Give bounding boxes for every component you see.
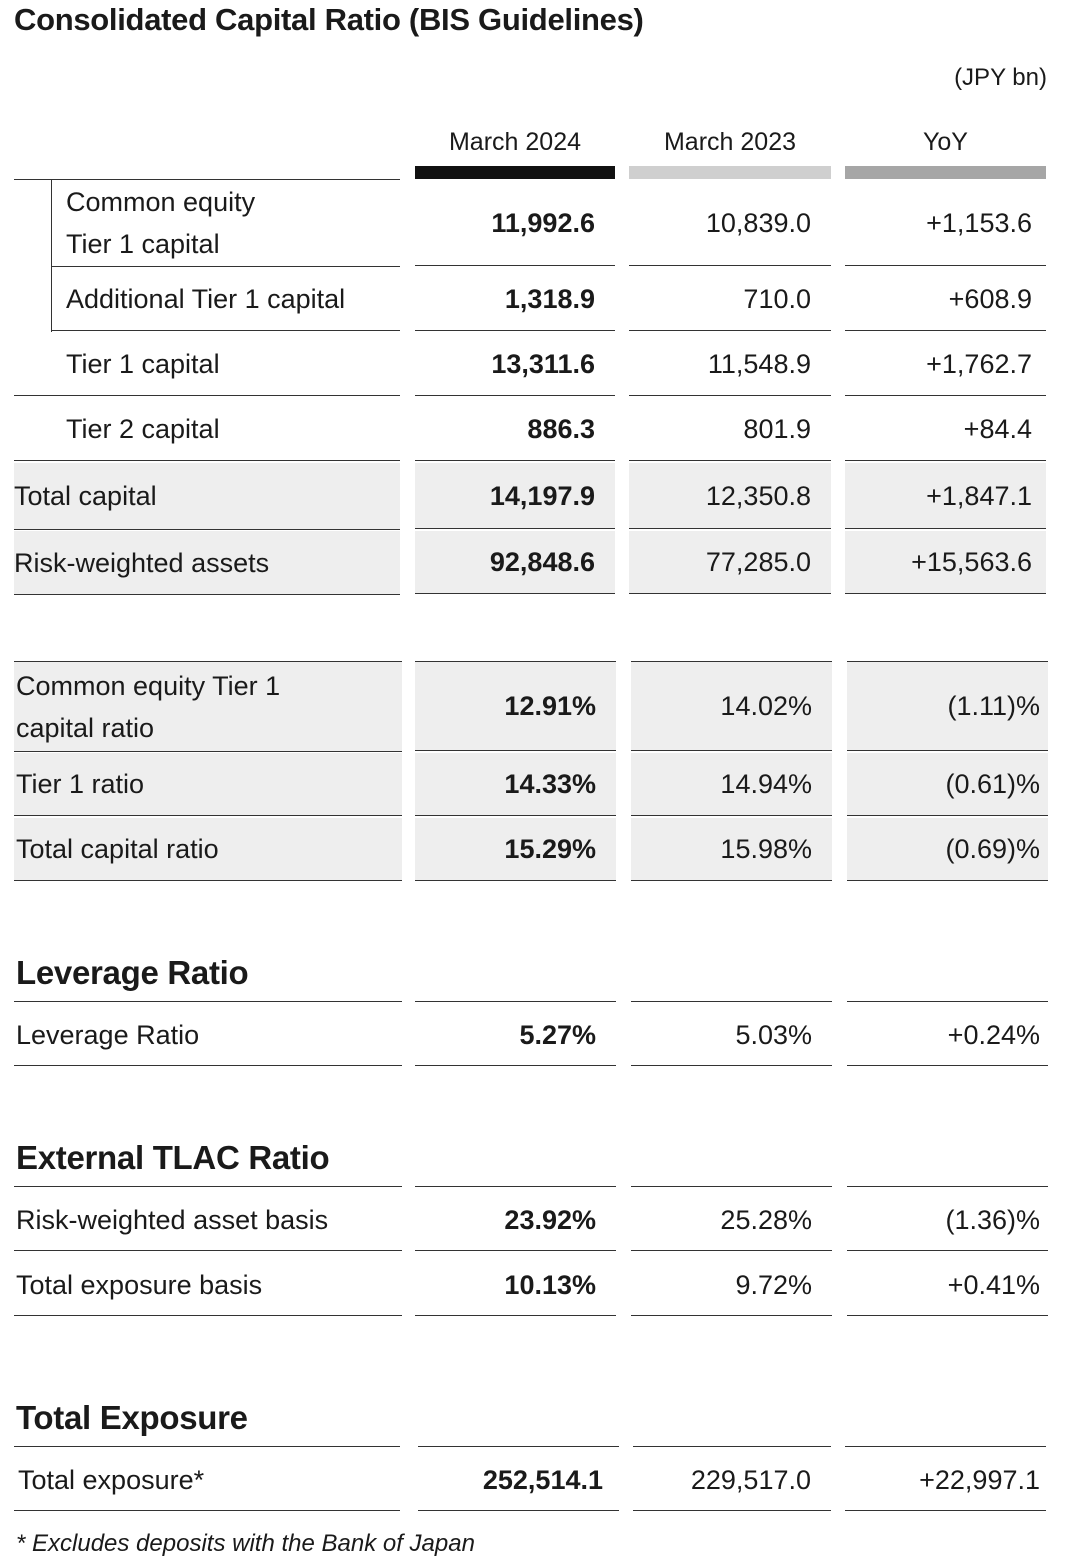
value-march-2023: 801.9 <box>629 398 831 461</box>
value-march-2024: 11,992.6 <box>415 180 615 266</box>
table-row-label: Leverage Ratio <box>14 1004 402 1066</box>
value-yoy: +0.24% <box>847 1004 1048 1066</box>
section-heading-leverage: Leverage Ratio <box>16 954 249 991</box>
value-march-2023: 14.02% <box>631 662 832 751</box>
value-march-2024: 92,848.6 <box>415 531 615 594</box>
row-label-line: Common equity Tier 1 <box>16 670 281 701</box>
value-march-2024: 14.33% <box>415 753 616 816</box>
section-rule <box>847 1186 1048 1187</box>
ratios-top-rule <box>14 661 402 662</box>
row-label-line: Tier 1 capital <box>66 229 220 259</box>
value-march-2023: 10,839.0 <box>629 180 831 266</box>
units-label: (JPY bn) <box>954 64 1047 91</box>
column-header-march-2024: March 2024 <box>448 128 582 156</box>
value-march-2023: 710.0 <box>629 268 831 331</box>
value-march-2023: 77,285.0 <box>629 531 831 594</box>
section-heading-tlac: External TLAC Ratio <box>16 1139 330 1176</box>
column-bar-prior <box>629 166 831 179</box>
section-rule <box>631 1186 832 1187</box>
section-rule <box>418 1446 619 1447</box>
value-yoy: +84.4 <box>845 398 1046 461</box>
value-march-2024: 252,514.1 <box>418 1449 619 1511</box>
section-rule <box>415 1186 616 1187</box>
value-yoy: (1.36)% <box>847 1189 1048 1251</box>
value-march-2024: 13,311.6 <box>415 333 615 396</box>
value-march-2024: 15.29% <box>415 818 616 881</box>
value-march-2024: 1,318.9 <box>415 268 615 331</box>
value-yoy: (0.61)% <box>847 753 1048 816</box>
section-rule <box>14 1446 400 1447</box>
value-yoy: +15,563.6 <box>845 531 1046 594</box>
value-yoy: +22,997.1 <box>845 1449 1046 1511</box>
value-march-2024: 886.3 <box>415 398 615 461</box>
footnote: * Excludes deposits with the Bank of Jap… <box>16 1530 475 1557</box>
table-row-label: Tier 1 capital <box>14 333 400 396</box>
value-march-2024: 23.92% <box>415 1189 616 1251</box>
ratios-top-rule <box>415 661 616 662</box>
ratios-top-rule <box>847 661 1048 662</box>
value-march-2023: 5.03% <box>631 1004 832 1066</box>
section-rule <box>415 1001 616 1002</box>
table-row-label: Total exposure basis <box>14 1254 402 1316</box>
value-march-2024: 14,197.9 <box>415 463 615 529</box>
page-title: Consolidated Capital Ratio (BIS Guidelin… <box>14 2 644 37</box>
section-rule <box>633 1446 831 1447</box>
value-yoy: (1.11)% <box>847 662 1048 751</box>
column-bar-yoy <box>845 166 1046 179</box>
section-rule <box>14 1186 402 1187</box>
value-march-2023: 14.94% <box>631 753 832 816</box>
table-row-label: Additional Tier 1 capital <box>52 268 400 331</box>
value-yoy: (0.69)% <box>847 818 1048 881</box>
value-march-2024: 12.91% <box>415 662 616 751</box>
value-march-2023: 229,517.0 <box>633 1449 831 1511</box>
section-heading-exposure: Total Exposure <box>16 1399 248 1436</box>
value-march-2023: 12,350.8 <box>629 463 831 529</box>
ratios-top-rule <box>631 661 832 662</box>
column-bar-current <box>415 166 615 179</box>
table-row-label: Total exposure* <box>14 1449 400 1511</box>
column-header-yoy: YoY <box>923 128 968 156</box>
value-yoy: +1,847.1 <box>845 463 1046 529</box>
value-march-2023: 9.72% <box>631 1254 832 1316</box>
value-yoy: +1,762.7 <box>845 333 1046 396</box>
value-march-2024: 5.27% <box>415 1004 616 1066</box>
table-row-label: Risk-weighted asset basis <box>14 1189 402 1251</box>
section-rule <box>845 1446 1046 1447</box>
table-top-rule <box>14 179 400 180</box>
table-row-label: Total capital ratio <box>14 818 402 881</box>
row-label-line: Common equity <box>66 187 256 217</box>
table-row-label: Tier 2 capital <box>14 398 400 461</box>
table-row-label: Total capital <box>14 463 400 530</box>
column-header-march-2023: March 2023 <box>663 128 797 156</box>
section-rule <box>14 1001 402 1002</box>
row-label-line: capital ratio <box>16 712 155 743</box>
section-rule <box>847 1001 1048 1002</box>
value-yoy: +0.41% <box>847 1254 1048 1316</box>
table-row-label: Common equity Tier 1 capital <box>52 180 400 267</box>
table-row-label: Tier 1 ratio <box>14 753 402 816</box>
table-row-label: Risk-weighted assets <box>14 531 400 595</box>
value-march-2023: 15.98% <box>631 818 832 881</box>
value-march-2023: 11,548.9 <box>629 333 831 396</box>
table-row-label: Common equity Tier 1 capital ratio <box>14 662 402 752</box>
value-march-2023: 25.28% <box>631 1189 832 1251</box>
section-rule <box>631 1001 832 1002</box>
value-march-2024: 10.13% <box>415 1254 616 1316</box>
value-yoy: +1,153.6 <box>845 180 1046 266</box>
tier1-bracket-line <box>51 180 52 332</box>
value-yoy: +608.9 <box>845 268 1046 331</box>
